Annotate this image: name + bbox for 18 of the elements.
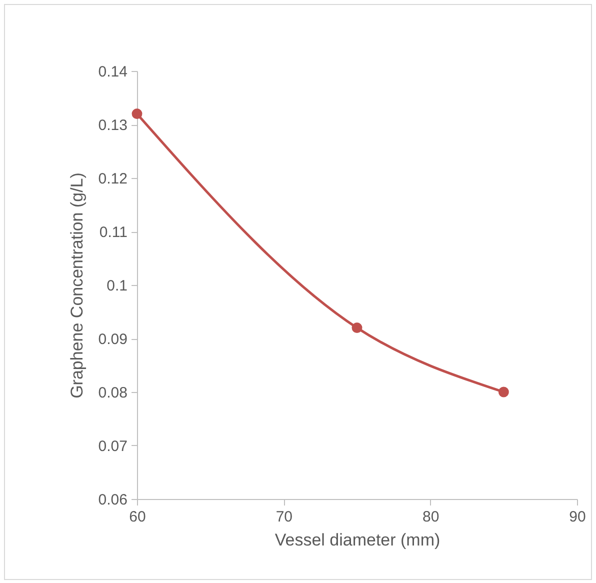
y-tick-label: 0.08 (98, 384, 128, 402)
point (352, 322, 362, 334)
y-tick-label: 0.07 (98, 438, 128, 455)
y-tick-label: 0.1 (106, 278, 128, 294)
point (132, 108, 142, 120)
y-tick-label: 0.12 (98, 170, 128, 188)
y-tick-label: 0.09 (98, 331, 128, 348)
point (498, 386, 509, 398)
x-tick-label: 80 (422, 508, 440, 526)
x-axis-title: Vessel diameter (mm) (274, 530, 440, 550)
x-tick-label: 90 (569, 508, 586, 526)
y-tick-label: 0.11 (99, 224, 128, 241)
x-tick-label: 60 (129, 508, 146, 526)
y-tick-label: 0.13 (98, 117, 128, 134)
y-tick-label: 0.14 (98, 64, 128, 80)
y-tick-label: 0.06 (98, 492, 128, 508)
x-tick-label: 70 (276, 508, 293, 526)
y-axis-title: Graphene Concentration (g/L) (67, 172, 86, 398)
